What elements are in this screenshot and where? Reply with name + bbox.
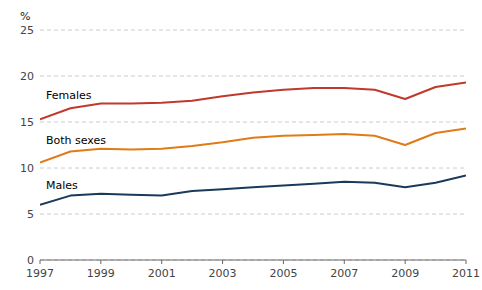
y-tick-label: 5 bbox=[27, 208, 34, 221]
x-tick bbox=[466, 260, 467, 264]
y-axis-label: % bbox=[20, 10, 30, 23]
grid-line bbox=[40, 214, 466, 215]
x-tick-label: 1999 bbox=[87, 267, 115, 280]
series-label: Females bbox=[46, 89, 92, 102]
grid-line bbox=[40, 122, 466, 123]
series-label: Males bbox=[46, 179, 78, 192]
x-tick-label: 2005 bbox=[269, 267, 297, 280]
x-tick bbox=[344, 260, 345, 264]
x-tick-label: 2007 bbox=[330, 267, 358, 280]
y-tick-label: 0 bbox=[27, 254, 34, 267]
x-tick-label: 2001 bbox=[148, 267, 176, 280]
x-axis-line bbox=[40, 260, 466, 261]
series-line bbox=[40, 175, 466, 204]
chart: 0 5 10 15 20 25 1997 1999 2001 2003 2005 2007 2009 20… bbox=[0, 0, 482, 290]
grid-line bbox=[40, 30, 466, 31]
x-tick-label: 2011 bbox=[452, 267, 480, 280]
x-tick bbox=[100, 260, 101, 264]
y-tick-label: 25 bbox=[20, 24, 34, 37]
x-tick-label: 1997 bbox=[26, 267, 54, 280]
series-label: Both sexes bbox=[46, 134, 106, 147]
y-tick-label: 20 bbox=[20, 70, 34, 83]
x-tick bbox=[40, 260, 41, 264]
x-tick bbox=[222, 260, 223, 264]
series-line bbox=[40, 82, 466, 119]
grid-line bbox=[40, 168, 466, 169]
x-tick bbox=[161, 260, 162, 264]
grid-line bbox=[40, 260, 466, 261]
grid-line bbox=[40, 76, 466, 77]
x-tick bbox=[405, 260, 406, 264]
y-tick-label: 10 bbox=[20, 162, 34, 175]
y-tick-label: 15 bbox=[20, 116, 34, 129]
lines bbox=[40, 82, 466, 204]
x-tick-label: 2003 bbox=[209, 267, 237, 280]
x-tick-label: 2009 bbox=[391, 267, 419, 280]
series-line bbox=[40, 128, 466, 162]
x-tick bbox=[283, 260, 284, 264]
